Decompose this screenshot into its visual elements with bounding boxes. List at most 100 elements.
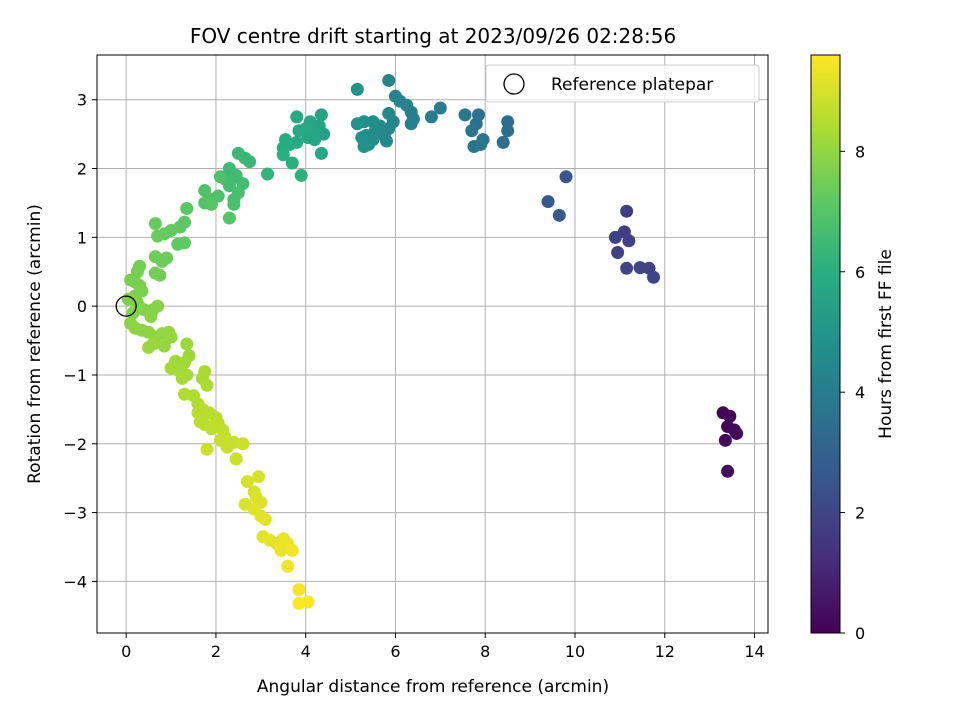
data-point	[151, 299, 165, 313]
data-point	[730, 426, 744, 440]
data-point	[171, 237, 185, 251]
data-point	[718, 433, 732, 447]
reference-platepar-point	[115, 295, 137, 317]
scatter-points	[121, 73, 744, 610]
data-point	[231, 146, 245, 160]
x-axis-label: Angular distance from reference (arcmin)	[257, 677, 609, 697]
data-point	[285, 543, 299, 557]
data-point	[404, 117, 418, 131]
legend-entry: Reference platepar	[551, 75, 713, 95]
data-point	[559, 170, 573, 184]
colorbar-gradient	[810, 54, 841, 634]
data-point	[314, 108, 328, 122]
data-point	[240, 475, 254, 489]
y-tick-label: −2	[63, 435, 87, 454]
x-tick-label: 6	[390, 642, 400, 661]
x-tick-label: 0	[121, 642, 131, 661]
data-point	[458, 108, 472, 122]
data-point	[148, 250, 162, 264]
data-point	[620, 261, 634, 275]
colorbar-tick-label: 8	[855, 142, 865, 161]
chart-title: FOV centre drift starting at 2023/09/26 …	[190, 24, 676, 48]
data-point	[198, 184, 212, 198]
x-axis-ticks: 0 2 4 6 8 10 12 14	[121, 633, 765, 661]
data-point	[229, 452, 243, 466]
data-point	[148, 217, 162, 231]
y-axis-label: Rotation from reference (arcmin)	[25, 204, 45, 484]
y-tick-label: 1	[77, 228, 87, 247]
data-point	[350, 82, 364, 96]
data-point	[357, 140, 371, 154]
data-point	[501, 115, 515, 129]
data-point	[261, 167, 275, 181]
y-tick-label: 0	[77, 297, 87, 316]
data-point	[204, 197, 218, 211]
legend: Reference platepar	[485, 64, 760, 103]
x-tick-label: 8	[480, 642, 490, 661]
y-tick-label: −4	[63, 572, 87, 591]
data-point	[433, 101, 447, 115]
data-point	[647, 270, 661, 284]
data-point	[465, 124, 479, 138]
data-point	[292, 583, 306, 597]
data-point	[151, 229, 165, 243]
data-point	[222, 211, 236, 225]
y-axis-ticks: −4 −3 −2 −1 0 1 2 3	[63, 91, 97, 591]
y-tick-label: −1	[63, 366, 87, 385]
x-tick-label: 2	[211, 642, 221, 661]
colorbar-tick-label: 6	[855, 263, 865, 282]
data-point	[180, 201, 194, 215]
data-point	[382, 106, 396, 120]
data-point	[382, 73, 396, 87]
colorbar-ticks: 0 2 4 6 8	[840, 142, 865, 643]
x-tick-label: 14	[744, 642, 764, 661]
data-point	[716, 406, 730, 420]
data-point	[180, 337, 194, 351]
y-tick-label: 3	[77, 91, 87, 110]
data-point	[611, 245, 625, 259]
legend-marker-icon	[503, 73, 525, 95]
data-point	[222, 179, 236, 193]
data-point	[276, 148, 290, 162]
data-point	[292, 124, 306, 138]
data-point	[144, 309, 158, 323]
data-point	[541, 195, 555, 209]
data-point	[200, 378, 214, 392]
y-tick-label: −3	[63, 504, 87, 523]
grid-lines	[97, 55, 768, 633]
data-point	[314, 146, 328, 160]
data-point	[200, 442, 214, 456]
data-point	[292, 596, 306, 610]
legend-box	[485, 64, 760, 103]
data-point	[148, 266, 162, 280]
data-point	[290, 110, 304, 124]
x-tick-label: 12	[655, 642, 675, 661]
plot-frame	[96, 54, 769, 634]
data-point	[178, 387, 192, 401]
data-point	[721, 464, 735, 478]
data-point	[501, 124, 515, 138]
data-point	[175, 371, 189, 385]
data-point	[622, 234, 636, 248]
data-point	[608, 230, 622, 244]
data-point	[620, 204, 634, 218]
data-point	[496, 135, 510, 149]
data-point	[294, 168, 308, 182]
colorbar-tick-label: 0	[855, 624, 865, 643]
data-point	[393, 94, 407, 108]
colorbar: 0 2 4 6 8 Hours from first FF file	[810, 54, 896, 643]
data-point	[227, 197, 241, 211]
data-point	[285, 156, 299, 170]
data-point	[236, 437, 250, 451]
data-point	[281, 559, 295, 573]
data-point	[350, 117, 364, 131]
y-tick-label: 2	[77, 160, 87, 179]
data-point	[366, 115, 380, 129]
data-point	[213, 170, 227, 184]
data-point	[258, 512, 272, 526]
x-tick-label: 10	[565, 642, 585, 661]
colorbar-tick-label: 4	[855, 383, 865, 402]
reference-marker	[115, 295, 137, 317]
data-point	[252, 470, 266, 484]
